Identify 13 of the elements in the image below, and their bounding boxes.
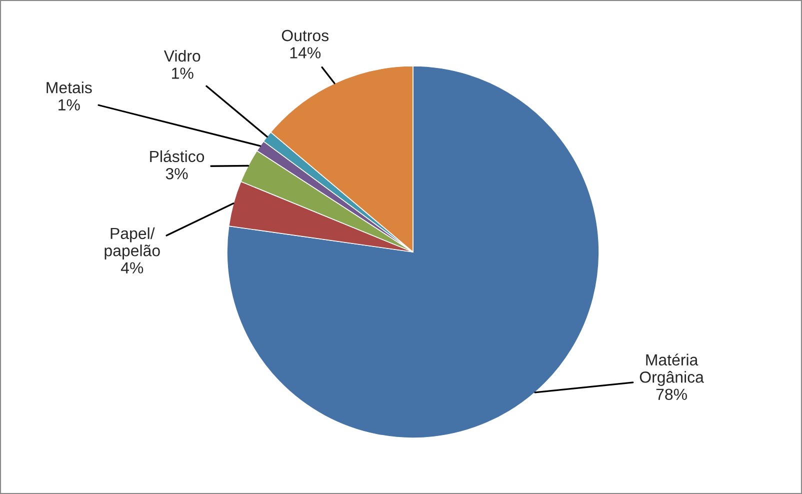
slice-label: Outros [282,30,329,42]
slice-label: Matéria Orgânica [640,354,704,386]
slice-label: Plástico [150,150,204,162]
slice-label: Metais [46,82,92,94]
slice-label: Papel/ papelão [104,227,160,260]
data-label: 78% [656,388,687,400]
data-label: 3% [166,168,188,180]
data-label: 14% [290,47,321,58]
pie-slice [226,66,600,438]
data-label: 4% [120,262,144,274]
slice-label: Vidro [164,50,200,62]
data-label: 1% [58,99,80,110]
data-label: 1% [172,68,194,79]
